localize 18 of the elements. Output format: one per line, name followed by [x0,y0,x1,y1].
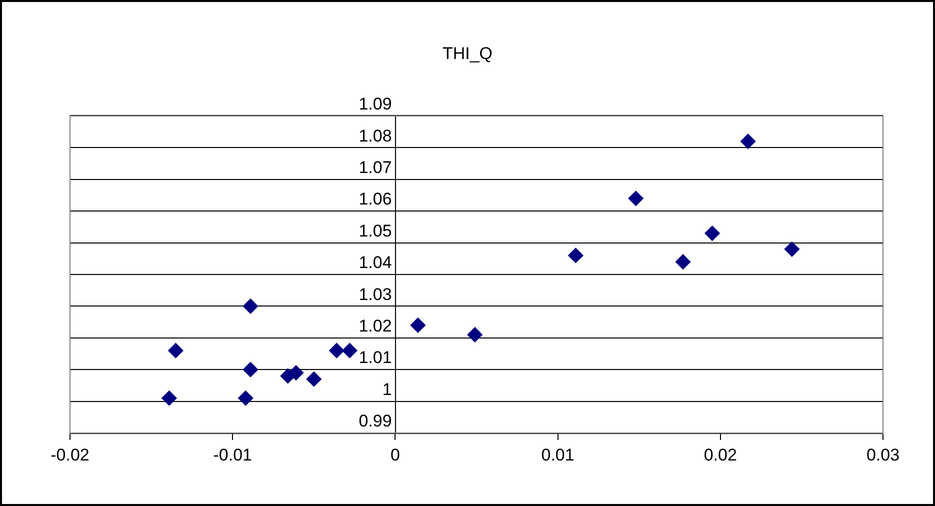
y-tick-label: 1.09 [358,94,392,114]
y-tick-label: 1 [382,380,392,399]
y-tick-label: 1.07 [358,158,392,177]
chart-title: THI_Q [442,44,493,64]
y-tick-label: 1.03 [358,284,392,304]
y-tick-label: 1.04 [358,253,392,272]
y-tick-label: 0.99 [358,412,392,431]
x-tick-label: 0 [390,445,400,464]
y-tick-label: 1.05 [358,221,392,240]
y-tick-label: 1.02 [358,316,392,336]
x-tick-label: -0.02 [50,445,90,464]
y-tick-label: 1.06 [358,190,392,209]
x-tick-label: 0.03 [866,445,900,464]
y-tick-label: 1.08 [358,126,392,146]
x-tick-label: -0.01 [213,445,252,464]
y-tick-label: 1.01 [358,348,392,368]
x-tick-label: 0.01 [541,445,574,464]
x-tick-label: 0.02 [704,445,737,464]
